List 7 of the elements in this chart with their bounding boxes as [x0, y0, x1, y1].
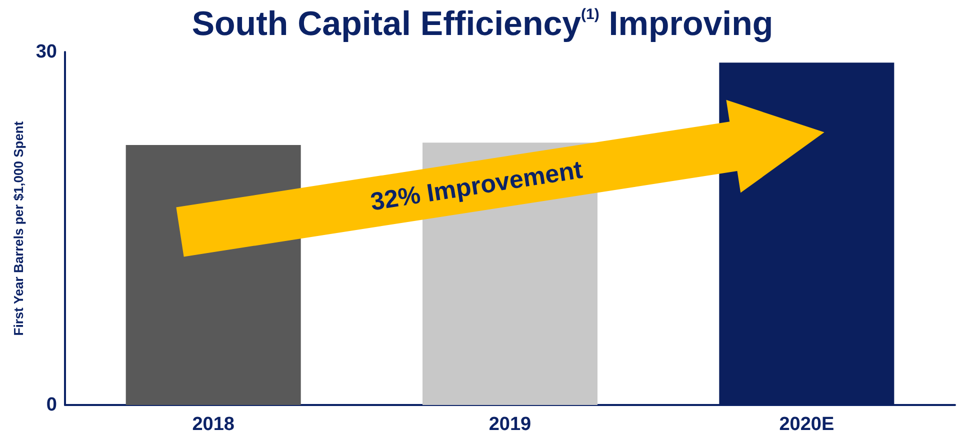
y-axis-title: First Year Barrels per $1,000 Spent: [10, 120, 26, 336]
x-tick-label: 2019: [488, 414, 532, 435]
y-tick-label: 0: [46, 394, 57, 416]
x-tick-label: 2018: [192, 414, 234, 435]
y-tick-label: 30: [36, 42, 57, 62]
x-tick-label: 2020E: [779, 414, 834, 435]
annotation: 32% Improvement: [368, 156, 585, 216]
